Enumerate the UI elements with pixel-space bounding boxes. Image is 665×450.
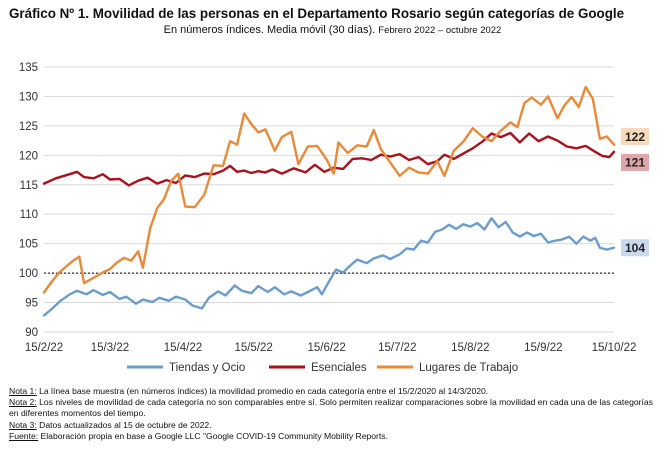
series-line-tiendas (42, 217, 616, 317)
end-label-tiendas: 104 (621, 239, 649, 257)
source-key: Fuente: (9, 430, 39, 441)
subtitle-main: En números índices. Media móvil (30 días… (163, 24, 376, 36)
chart-subtitle: En números índices. Media móvil (30 días… (0, 24, 665, 36)
y-tick-label: 95 (25, 298, 38, 310)
y-tick-label: 130 (19, 91, 38, 103)
legend-label: Esenciales (311, 362, 367, 374)
notes: Nota 1: La línea base muestra (en número… (9, 386, 659, 442)
x-tick-label: 15/2/22 (25, 342, 63, 354)
x-tick-label: 15/5/22 (234, 342, 272, 354)
end-label-box (621, 153, 649, 171)
x-tick-label: 15/7/22 (378, 342, 416, 354)
x-tick-label: 15/6/22 (307, 342, 345, 354)
legend-item-tiendas: Tiendas y Ocio (127, 362, 245, 374)
y-tick-label: 100 (19, 268, 38, 280)
source-text: Elaboración propia en base a Google LLC … (38, 430, 388, 441)
legend-label: Lugares de Trabajo (419, 362, 518, 374)
note-1-text: La línea base muestra (en números índice… (36, 386, 489, 396)
note-3-text: Datos actualizados al 15 de octubre de 2… (36, 419, 212, 430)
x-tick-label: 15/9/22 (524, 342, 562, 354)
y-tick-label: 115 (20, 180, 38, 192)
end-label-value: 122 (625, 130, 645, 144)
chart-title: Gráfico Nº 1. Movilidad de las personas … (9, 6, 625, 21)
end-value-labels: 122 121 104 (621, 127, 649, 257)
end-label-lugares: 122 (621, 127, 649, 145)
legend-item-esenciales: Esenciales (269, 362, 367, 374)
x-tick-label: 15/3/22 (91, 342, 129, 354)
series-line-esenciales (42, 131, 616, 187)
series-lines (42, 85, 616, 317)
note-1: Nota 1: La línea base muestra (en número… (9, 386, 659, 397)
mobility-line-chart: 90 95 100 105 110 115 120 125 130 135 15/2/22 15/3… (19, 62, 649, 374)
end-label-box (621, 127, 649, 145)
grid-lines (44, 66, 614, 333)
note-3: Nota 3: Datos actualizados al 15 de octu… (9, 420, 659, 431)
legend-item-lugares: Lugares de Trabajo (377, 362, 518, 374)
y-tick-label: 135 (19, 62, 38, 74)
subtitle-period: Febrero 2022 – octubre 2022 (378, 25, 502, 36)
note-3-key: Nota 3: (9, 419, 37, 430)
end-label-value: 104 (625, 241, 645, 255)
x-tick-label: 15/4/22 (164, 342, 202, 354)
end-label-esenciales: 121 (621, 153, 649, 171)
end-label-value: 121 (625, 156, 645, 170)
series-line-lugares (42, 85, 616, 294)
source-note: Fuente: Elaboración propia en base a Goo… (9, 431, 659, 442)
note-2: Nota 2: Los niveles de movilidad de cada… (9, 397, 659, 419)
y-tick-label: 105 (19, 239, 38, 251)
y-tick-label: 110 (20, 209, 38, 221)
legend: Tiendas y Ocio Esenciales Lugares de Traba… (127, 362, 518, 374)
x-tick-label: 15/8/22 (451, 342, 489, 354)
x-axis-ticks: 15/2/22 15/3/22 15/4/22 15/5/22 15/6/22 15/7/… (25, 342, 637, 354)
x-tick-label: 15/10/22 (592, 342, 637, 354)
note-2-text: Los niveles de movilidad de cada categor… (9, 397, 653, 419)
note-1-key: Nota 1: (9, 386, 37, 396)
y-axis-ticks: 90 95 100 105 110 115 120 125 130 135 (19, 62, 38, 339)
legend-label: Tiendas y Ocio (169, 362, 245, 374)
end-label-box (621, 239, 649, 257)
y-tick-label: 120 (19, 150, 38, 162)
y-tick-label: 125 (19, 121, 38, 133)
y-tick-label: 90 (25, 327, 38, 339)
note-2-key: Nota 2: (9, 397, 37, 408)
